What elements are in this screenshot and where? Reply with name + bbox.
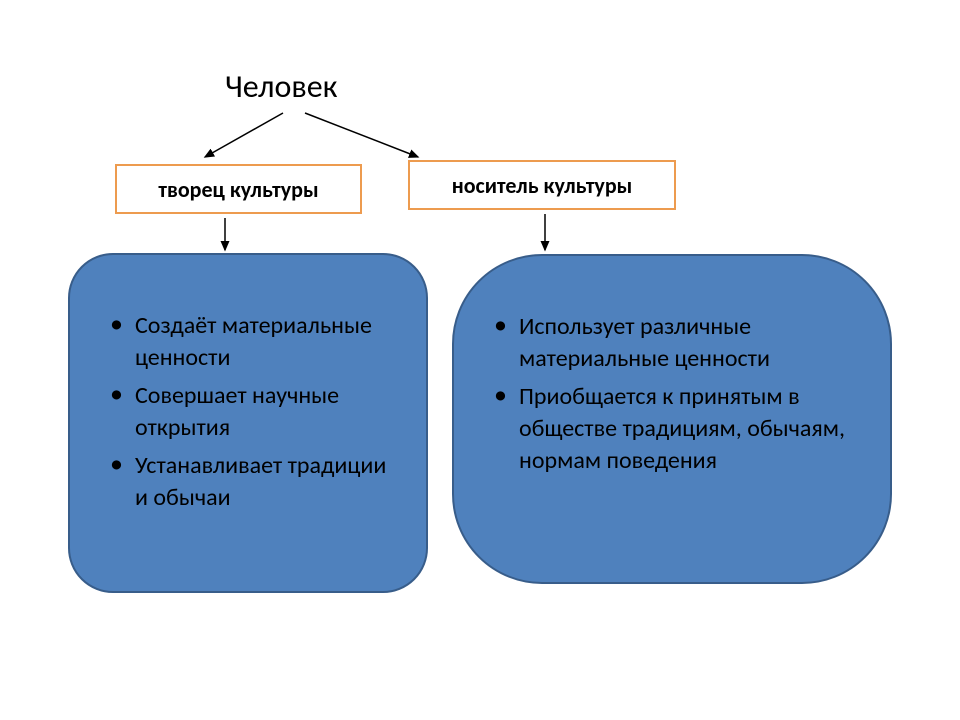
arrow <box>205 113 283 157</box>
list-item: Приобщается к принятым в обществе традиц… <box>499 381 860 477</box>
list-carrier: Использует различные материальные ценнос… <box>499 311 860 477</box>
list-item: Устанавливает традиции и обычаи <box>115 450 396 514</box>
box-creator: Создаёт материальные ценностиСовершает н… <box>68 253 428 593</box>
list-creator: Создаёт материальные ценностиСовершает н… <box>115 310 396 514</box>
list-item: Совершает научные открытия <box>115 380 396 444</box>
list-item: Создаёт материальные ценности <box>115 310 396 374</box>
label-carrier: носитель культуры <box>408 160 676 210</box>
label-creator-text: творец культуры <box>158 176 318 203</box>
arrow <box>305 113 418 157</box>
label-creator: творец культуры <box>115 164 362 214</box>
box-carrier: Использует различные материальные ценнос… <box>452 254 892 584</box>
list-item: Использует различные материальные ценнос… <box>499 311 860 375</box>
label-carrier-text: носитель культуры <box>452 172 633 199</box>
diagram-title: Человек <box>225 67 337 106</box>
